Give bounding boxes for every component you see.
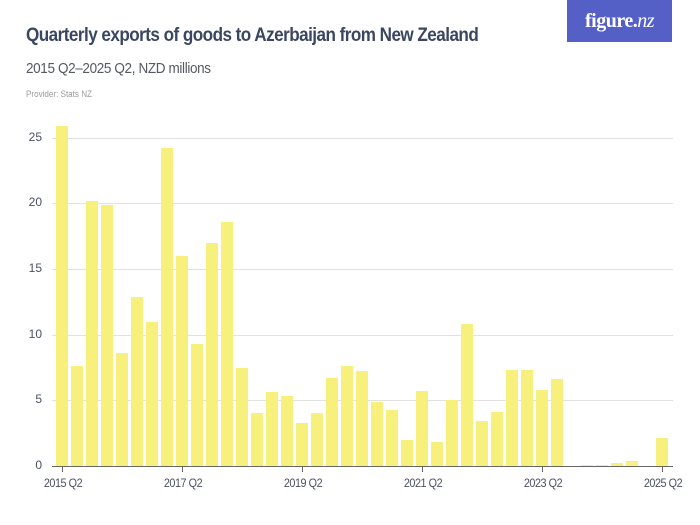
bar-2015-q2[interactable] [56, 125, 68, 466]
bar-2023-q1[interactable] [521, 370, 533, 466]
bar-2016-q4[interactable] [146, 321, 158, 466]
bar-2019-q3[interactable] [311, 413, 323, 466]
bar-2018-q2[interactable] [236, 367, 248, 466]
logo-suffix: nz [637, 9, 655, 32]
bar-2019-q1[interactable] [281, 396, 293, 466]
gridline [52, 137, 673, 139]
x-tick-label: 2017 Q2 [163, 476, 203, 490]
x-tick-mark [182, 466, 183, 472]
chart-subtitle: 2015 Q2–2025 Q2, NZD millions [26, 60, 211, 77]
bar-2021-q2[interactable] [416, 391, 428, 466]
x-tick-label: 2023 Q2 [523, 476, 563, 490]
x-tick-mark [422, 466, 423, 472]
x-tick-mark [662, 466, 663, 472]
figure-nz-logo[interactable]: figure. nz [567, 0, 672, 42]
bar-2025-q2[interactable] [656, 438, 668, 466]
bar-2017-q1[interactable] [161, 148, 173, 466]
x-tick-mark [302, 466, 303, 472]
bar-2015-q4[interactable] [86, 200, 98, 466]
bar-2022-q4[interactable] [506, 370, 518, 466]
y-tick-label: 10 [28, 326, 42, 341]
y-tick-label: 25 [28, 129, 42, 144]
bar-2020-q3[interactable] [371, 401, 383, 466]
bar-2018-q1[interactable] [221, 221, 233, 466]
bar-2022-q3[interactable] [491, 412, 503, 466]
x-tick-label: 2021 Q2 [403, 476, 443, 490]
x-tick-label: 2025 Q2 [643, 476, 683, 490]
bar-2017-q3[interactable] [191, 343, 203, 466]
bar-2021-q1[interactable] [401, 439, 413, 466]
bar-2016-q3[interactable] [131, 296, 143, 466]
bar-2017-q4[interactable] [206, 242, 218, 466]
x-tick-mark [62, 466, 63, 472]
bar-2016-q2[interactable] [116, 353, 128, 466]
x-axis [52, 466, 673, 467]
bar-2021-q4[interactable] [446, 400, 458, 466]
bar-2024-q3[interactable] [611, 463, 623, 466]
bar-2021-q3[interactable] [431, 442, 443, 466]
y-tick-label: 0 [35, 458, 42, 472]
bar-2023-q3[interactable] [551, 379, 563, 466]
provider-label: Provider: Stats NZ [26, 89, 92, 100]
bar-2020-q1[interactable] [341, 366, 353, 466]
y-tick-label: 5 [35, 392, 42, 407]
x-tick-label: 2015 Q2 [43, 476, 83, 490]
bar-2018-q3[interactable] [251, 413, 263, 466]
bar-2019-q2[interactable] [296, 422, 308, 466]
bar-2024-q1[interactable] [581, 464, 593, 466]
gridline [52, 203, 673, 205]
bar-2015-q3[interactable] [71, 366, 83, 466]
chart-title: Quarterly exports of goods to Azerbaijan… [26, 25, 479, 46]
bar-2016-q1[interactable] [101, 204, 113, 466]
y-tick-label: 15 [28, 261, 42, 276]
bar-2017-q2[interactable] [176, 255, 188, 466]
bar-2023-q2[interactable] [536, 389, 548, 466]
bar-2022-q2[interactable] [476, 421, 488, 466]
y-tick-label: 20 [28, 195, 42, 210]
x-tick-label: 2019 Q2 [283, 476, 323, 490]
bar-2024-q2[interactable] [596, 464, 608, 466]
gridline [52, 334, 673, 336]
x-tick-mark [542, 466, 543, 472]
bar-2019-q4[interactable] [326, 378, 338, 466]
bar-2020-q2[interactable] [356, 371, 368, 466]
gridline [52, 269, 673, 271]
bar-2020-q4[interactable] [386, 409, 398, 466]
bar-2022-q1[interactable] [461, 324, 473, 466]
bar-2024-q4[interactable] [626, 460, 638, 466]
logo-text: figure. [584, 9, 638, 32]
bar-2018-q4[interactable] [266, 392, 278, 466]
